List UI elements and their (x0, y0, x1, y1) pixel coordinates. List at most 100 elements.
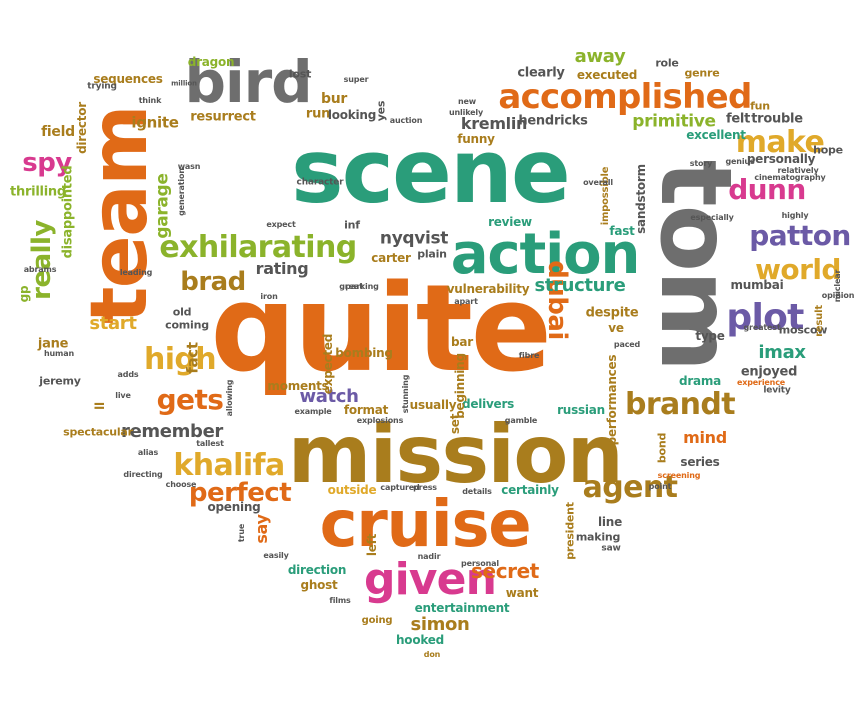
word-cinematography: cinematography (754, 173, 826, 182)
word-opening: opening (207, 500, 261, 514)
word-fun: fun (750, 99, 770, 113)
word-beginning: beginning (453, 353, 467, 419)
word-expected: expected (321, 333, 335, 395)
word-levity: levity (763, 385, 791, 396)
word-director: director (75, 102, 89, 154)
word-nyqvist: nyqvist (379, 228, 449, 249)
word-enjoyed: enjoyed (740, 364, 798, 380)
word-story: story (689, 159, 713, 168)
word-gamble: gamble (504, 416, 538, 425)
word-brad: brad (180, 267, 246, 297)
word-plain: plain (417, 247, 447, 261)
word-choose: choose (165, 480, 197, 489)
word-greatest: greatest (743, 323, 781, 332)
word-exhilarating: exhilarating (159, 230, 357, 265)
word-human: human (43, 349, 75, 358)
word-especially: especially (690, 213, 734, 222)
word-want: want (505, 586, 539, 600)
word-spy: spy (22, 148, 72, 178)
word-tallest: tallest (196, 439, 224, 448)
word-jeremy: jeremy (39, 374, 81, 388)
word-vulnerability: vulnerability (446, 282, 530, 296)
word-generation: generation (177, 168, 186, 216)
word-auction: auction (389, 116, 423, 125)
word-point: point (648, 482, 672, 491)
word-brandt: brandt (624, 387, 736, 422)
word-press: press (413, 483, 437, 492)
word-adds: adds (117, 370, 139, 379)
word-fibre: fibre (518, 351, 540, 360)
word-carter: carter (371, 251, 411, 265)
word-looking: looking (327, 108, 377, 122)
word-sandstorm: sandstorm (634, 164, 648, 234)
word-delivers: delivers (461, 397, 515, 411)
word-usually: usually (409, 398, 457, 412)
word-great: great (339, 282, 363, 291)
word-disappointed: disappointed (60, 165, 76, 259)
word-opinion: opinion (821, 291, 855, 300)
word-rating: rating (255, 259, 309, 278)
word-bombing: bombing (335, 346, 393, 360)
word-high: high (143, 342, 217, 377)
word-iron: iron (260, 292, 278, 301)
word-ll: ll (93, 402, 107, 410)
word-outside: outside (327, 483, 377, 497)
word-start: start (89, 313, 137, 334)
word-ve: ve (608, 321, 624, 335)
word-away: away (574, 46, 626, 67)
word-team: team (75, 106, 165, 324)
word-patton: patton (749, 219, 851, 252)
word-primitive: primitive (632, 111, 716, 132)
word-ignite: ignite (131, 113, 179, 132)
word-drama: drama (678, 374, 722, 388)
word-trying: trying (87, 81, 117, 92)
word-run: run (305, 106, 331, 122)
word-imax: imax (758, 342, 806, 363)
word-hope: hope (813, 143, 843, 157)
word-secret: secret (471, 559, 539, 583)
word-yes: yes (374, 100, 388, 122)
word-directing: directing (123, 470, 163, 479)
word-dragon: dragon (187, 55, 235, 69)
word-stunning: stunning (401, 374, 410, 414)
word-easily: easily (263, 551, 289, 560)
word-gets: gets (156, 383, 224, 416)
word-example: example (294, 407, 332, 416)
word-plot: plot (726, 297, 804, 338)
word-russian: russian (557, 403, 605, 417)
word-format: format (343, 403, 389, 417)
word-bond: bond (655, 432, 669, 464)
word-direction: direction (287, 563, 347, 577)
word-explosions: explosions (356, 416, 404, 425)
word-dubai: dubai (542, 260, 572, 340)
word-moments: moments (267, 379, 329, 393)
word-sequences: sequences (93, 72, 163, 86)
word-given: given (363, 554, 497, 605)
word-felt: felt (725, 111, 751, 127)
word-coming: coming (165, 318, 209, 332)
word-scene: scene (291, 120, 571, 223)
word-say: say (252, 514, 271, 544)
word-kremlin: kremlin (460, 114, 528, 133)
word-million: million (171, 79, 197, 88)
word-president: president (563, 502, 577, 560)
word-fast: fast (609, 224, 635, 238)
word-bur: bur (320, 91, 348, 107)
word-series: series (680, 455, 720, 469)
word-really: really (27, 220, 57, 300)
word-moscow: moscow (778, 323, 828, 337)
word-parking: parking (345, 282, 379, 291)
word-line: line (598, 515, 622, 529)
word-unlikely: unlikely (448, 108, 484, 117)
word-funny: funny (457, 132, 495, 146)
word-quite: quite (210, 260, 552, 399)
word-films: films (329, 596, 351, 605)
word-mumbai: mumbai (730, 278, 784, 292)
word-genre: genre (684, 66, 720, 80)
word-experience: experience (736, 378, 786, 387)
word-paced: paced (613, 340, 641, 349)
word-overall: overall (583, 178, 613, 187)
word-hooked: hooked (396, 633, 444, 647)
word-live: live (115, 391, 131, 400)
